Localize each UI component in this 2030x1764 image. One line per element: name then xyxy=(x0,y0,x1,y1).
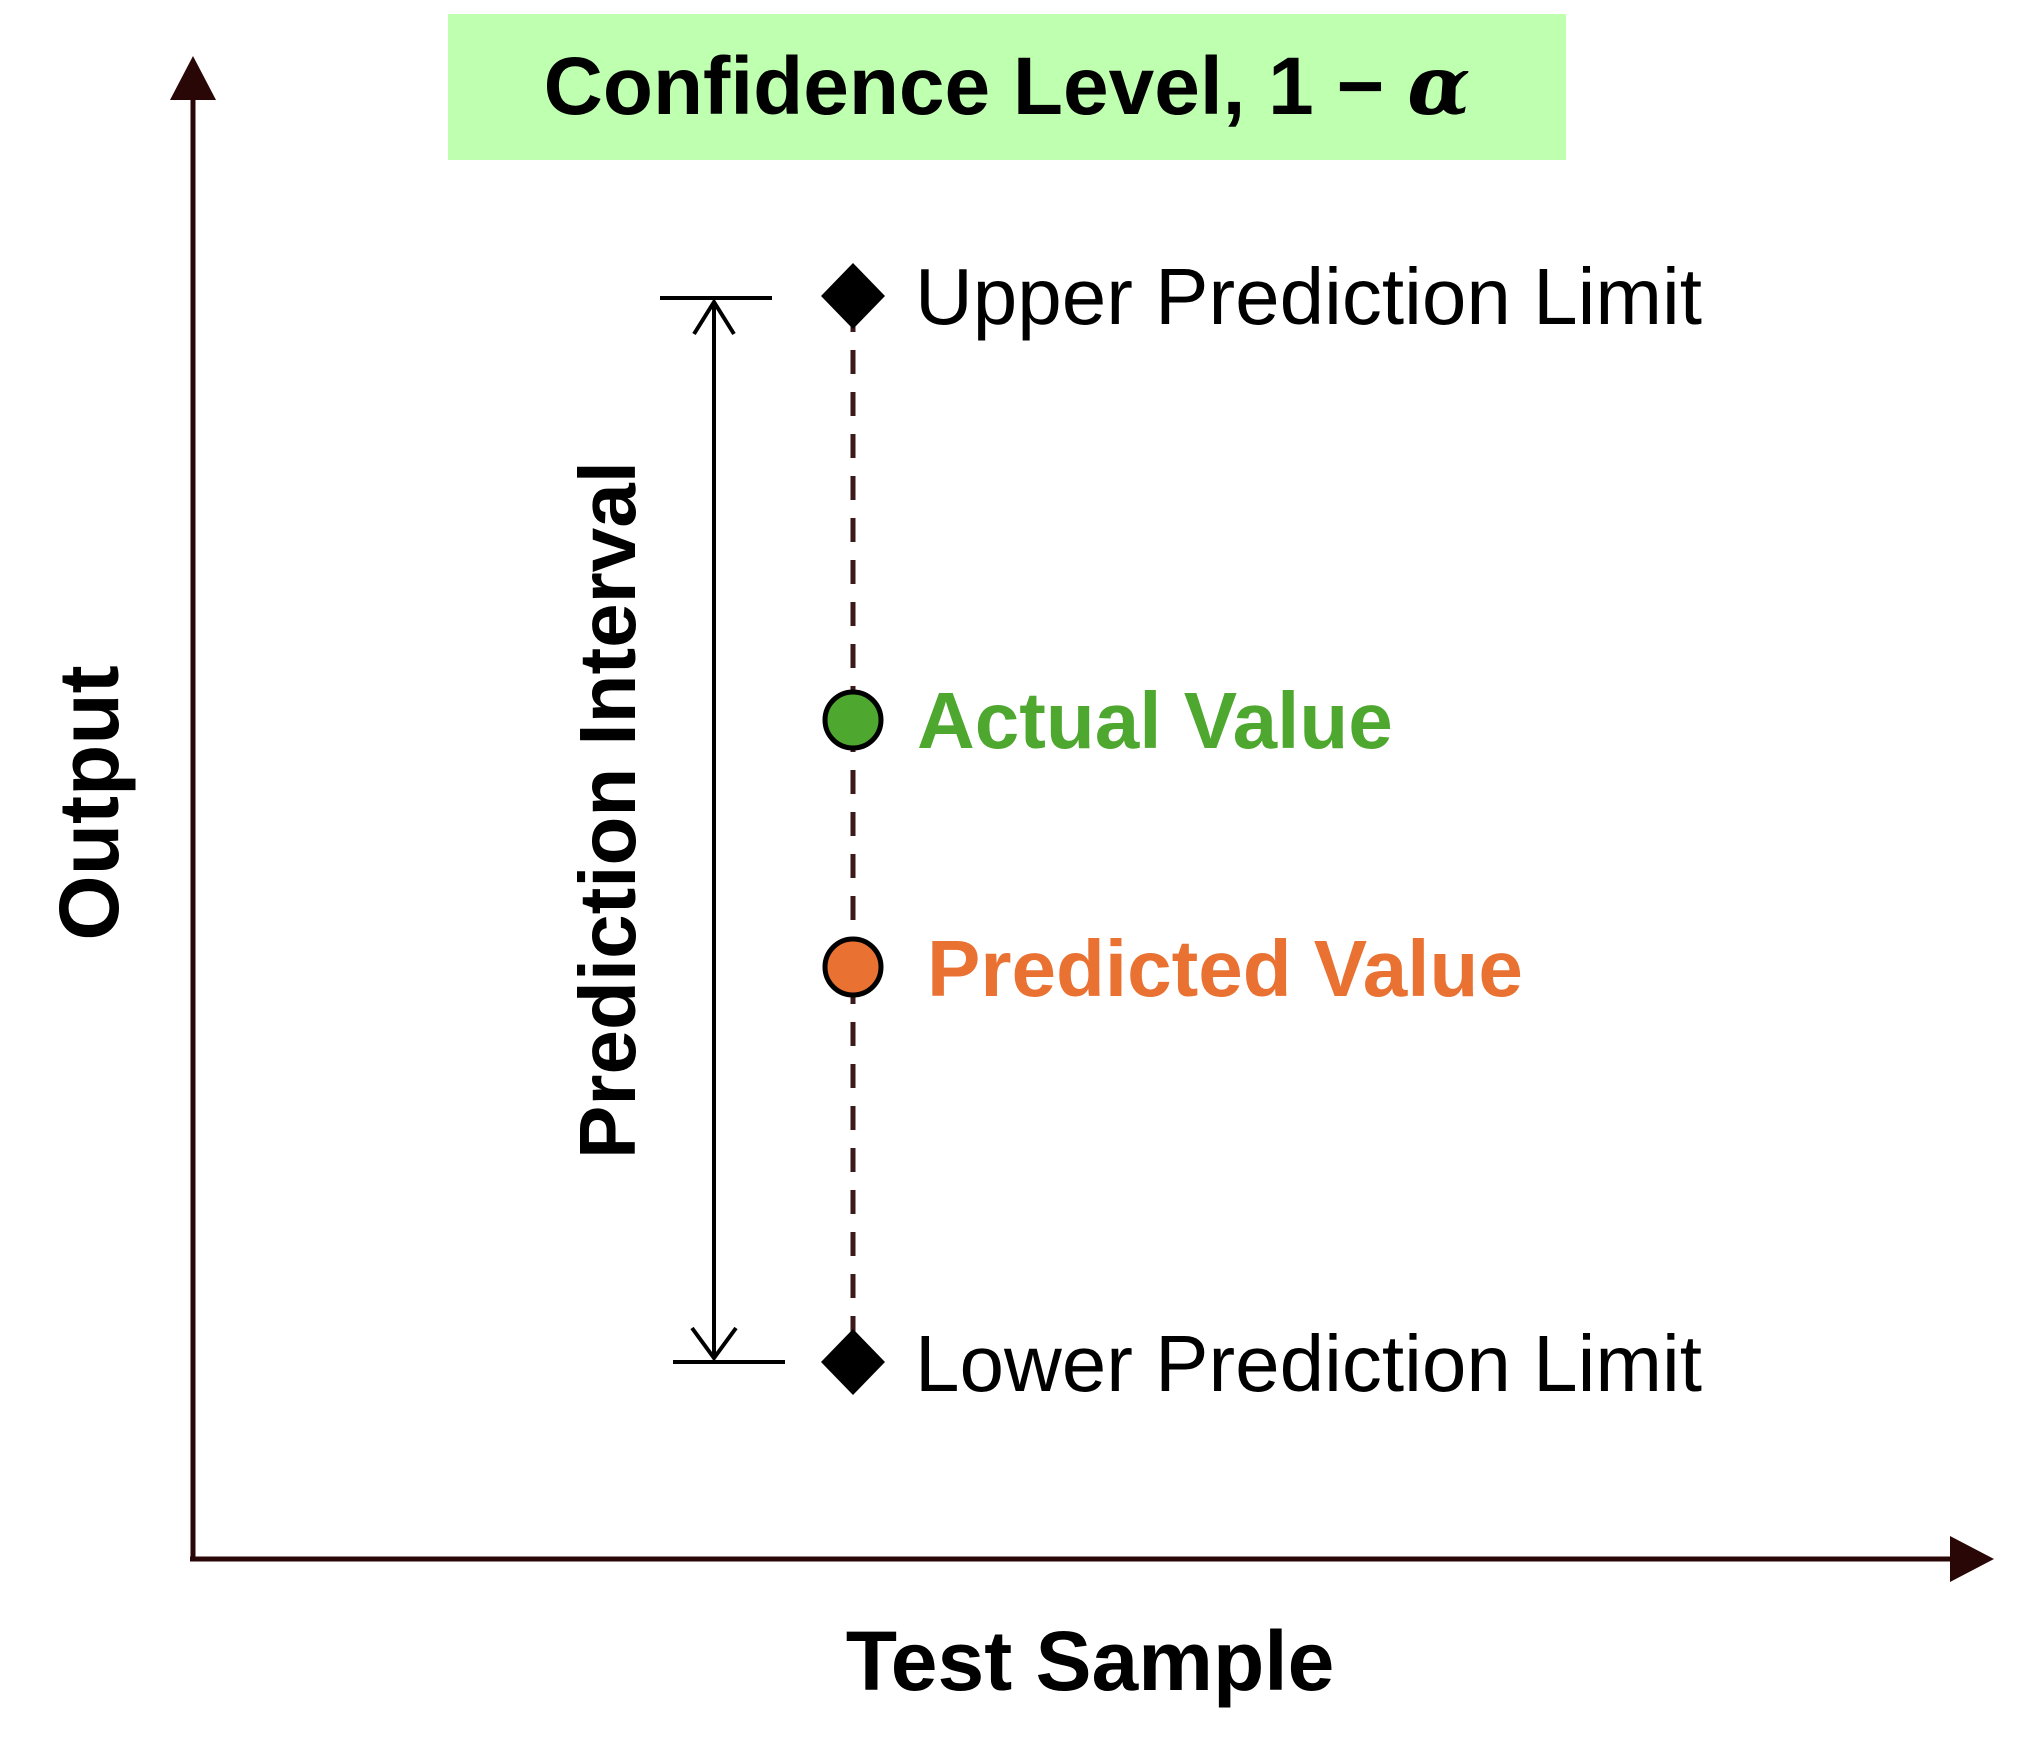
alpha-symbol: α xyxy=(1407,38,1470,134)
actual-value-dot xyxy=(822,689,884,751)
y-axis-label: Output xyxy=(42,665,136,940)
prediction-interval-bracket xyxy=(660,296,785,1364)
lower-limit-label: Lower Prediction Limit xyxy=(915,1319,1702,1408)
title-background xyxy=(448,14,1566,160)
title-text: Confidence Level, 1 − α xyxy=(544,38,1471,134)
title-banner: Confidence Level, 1 − α xyxy=(448,14,1566,160)
predicted-value-label: Predicted Value xyxy=(927,924,1523,1013)
upper-limit-diamond-icon xyxy=(821,263,885,329)
prediction-interval-label: Prediction Interval xyxy=(563,461,652,1159)
title-prefix: Confidence Level, 1 − xyxy=(544,41,1408,132)
axes xyxy=(170,56,1994,1582)
x-axis-arrowhead xyxy=(1950,1536,1994,1582)
interval-arrowhead-up-icon xyxy=(692,298,736,336)
upper-limit-label: Upper Prediction Limit xyxy=(915,252,1702,341)
actual-value-label: Actual Value xyxy=(917,676,1393,765)
predicted-value-dot xyxy=(822,936,884,998)
x-axis-label: Test Sample xyxy=(846,1614,1335,1708)
interval-arrowhead-down-icon xyxy=(690,1326,738,1362)
lower-limit-diamond-icon xyxy=(821,1329,885,1395)
y-axis-arrowhead xyxy=(170,56,216,100)
